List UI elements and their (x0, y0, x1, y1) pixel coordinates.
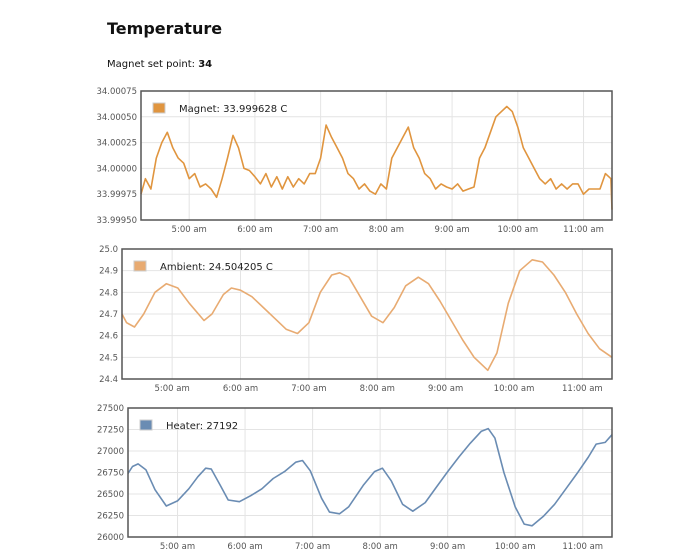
plot-border (121, 248, 613, 380)
x-tick-label: 7:00 am (295, 542, 330, 552)
setpoint-value: 34 (198, 59, 213, 70)
magnet-chart: 33.99950 33.99975 34.00000 34.00025 34.00050… (96, 87, 613, 235)
y-tick-label: 26500 (97, 490, 124, 500)
magnet-series-line (140, 105, 613, 210)
x-tick-label: 6:00 am (227, 542, 262, 552)
y-tick-label: 27000 (97, 447, 124, 457)
plot-border (140, 90, 613, 221)
x-tick-label: 9:00 am (428, 384, 463, 394)
magnet-setpoint: Magnet set point: 34 (107, 59, 212, 70)
setpoint-label: Magnet set point: (107, 59, 196, 70)
x-tick-label: 10:00 am (494, 384, 535, 394)
y-tick-label: 24.7 (99, 310, 118, 320)
y-tick-label: 24.4 (99, 375, 118, 385)
x-tick-label: 9:00 am (434, 225, 469, 235)
x-tick-label: 6:00 am (223, 384, 258, 394)
y-tick-label: 24.5 (99, 353, 118, 363)
y-tick-label: 24.9 (99, 267, 118, 277)
x-tick-label: 8:00 am (360, 384, 395, 394)
x-tick-label: 11:00 am (563, 225, 604, 235)
x-tick-label: 8:00 am (369, 225, 404, 235)
x-tick-label: 11:00 am (562, 542, 603, 552)
y-tick-label: 34.00000 (96, 164, 137, 174)
x-tick-label: 5:00 am (160, 542, 195, 552)
magnet-legend-swatch (152, 102, 166, 114)
y-tick-label: 24.8 (99, 288, 118, 298)
heater-series-line (127, 427, 613, 527)
y-tick-label: 27500 (97, 404, 124, 414)
y-tick-label: 27250 (97, 426, 124, 436)
y-tick-label: 33.99975 (96, 190, 137, 200)
y-tick-label: 26000 (97, 533, 124, 543)
ambient-legend-swatch (133, 260, 147, 272)
y-tick-label: 26250 (97, 512, 124, 522)
y-tick-label: 34.00025 (96, 139, 137, 149)
plot-border (127, 407, 613, 538)
y-tick-label: 34.00050 (96, 113, 137, 123)
y-tick-label: 24.6 (99, 332, 118, 342)
ambient-series-line (121, 258, 613, 372)
x-tick-label: 10:00 am (495, 542, 536, 552)
ambient-legend-label: Ambient: 24.504205 C (160, 262, 273, 273)
ambient-chart: 24.4 24.5 24.6 24.7 24.8 24.9 25.0 5:00 am 6:00 … (99, 245, 613, 394)
page-title: Temperature (107, 19, 223, 38)
x-tick-label: 7:00 am (291, 384, 326, 394)
x-tick-label: 7:00 am (303, 225, 338, 235)
y-tick-label: 25.0 (99, 245, 118, 255)
x-tick-label: 9:00 am (430, 542, 465, 552)
magnet-legend-label: Magnet: 33.999628 C (179, 104, 287, 115)
y-tick-label: 26750 (97, 469, 124, 479)
heater-chart: 26000 26250 26500 26750 27000 27250 27500 5:00 … (97, 404, 613, 552)
heater-legend-swatch (139, 419, 153, 431)
x-tick-label: 6:00 am (237, 225, 272, 235)
heater-legend-label: Heater: 27192 (166, 421, 238, 432)
x-tick-label: 10:00 am (497, 225, 538, 235)
x-tick-label: 5:00 am (154, 384, 189, 394)
y-tick-label: 33.99950 (96, 216, 137, 226)
x-tick-label: 8:00 am (362, 542, 397, 552)
y-tick-label: 34.00075 (96, 87, 137, 97)
x-tick-label: 11:00 am (562, 384, 603, 394)
x-tick-label: 5:00 am (172, 225, 207, 235)
